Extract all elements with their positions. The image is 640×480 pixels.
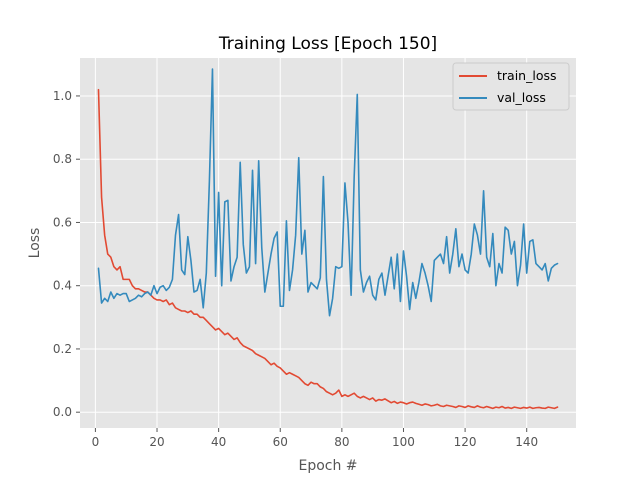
x-tick-label: 80 <box>334 435 349 449</box>
x-tick-label: 100 <box>392 435 415 449</box>
series-line-val-loss <box>97 68 559 317</box>
x-tick-label: 20 <box>149 435 164 449</box>
axis-ticks: 0 20 40 60 80 100 120 140 0.0 0.2 0.4 0.6 0.8 1.0 <box>53 89 538 449</box>
x-tick-label: 0 <box>92 435 100 449</box>
y-tick-label: 0.2 <box>53 342 72 356</box>
x-tick-label: 60 <box>273 435 288 449</box>
y-axis-label: Loss <box>27 228 43 259</box>
x-axis-label: Epoch # <box>298 458 357 474</box>
legend-label-val-loss: val_loss <box>497 90 546 105</box>
legend: train_loss val_loss <box>452 62 570 111</box>
x-tick-label: 120 <box>454 435 477 449</box>
legend-label-train-loss: train_loss <box>497 68 557 83</box>
y-tick-label: 1.0 <box>53 89 72 103</box>
grid-lines <box>80 58 576 428</box>
series-line-train-loss <box>97 88 559 410</box>
series-lines <box>97 68 559 410</box>
x-tick-label: 140 <box>515 435 538 449</box>
y-tick-label: 0.8 <box>53 152 72 166</box>
y-tick-label: 0.0 <box>53 405 72 419</box>
plot-area <box>80 58 576 428</box>
y-tick-label: 0.6 <box>53 215 72 229</box>
y-tick-label: 0.4 <box>53 279 72 293</box>
x-tick-label: 40 <box>211 435 226 449</box>
chart-title: Training Loss [Epoch 150] <box>218 34 437 54</box>
